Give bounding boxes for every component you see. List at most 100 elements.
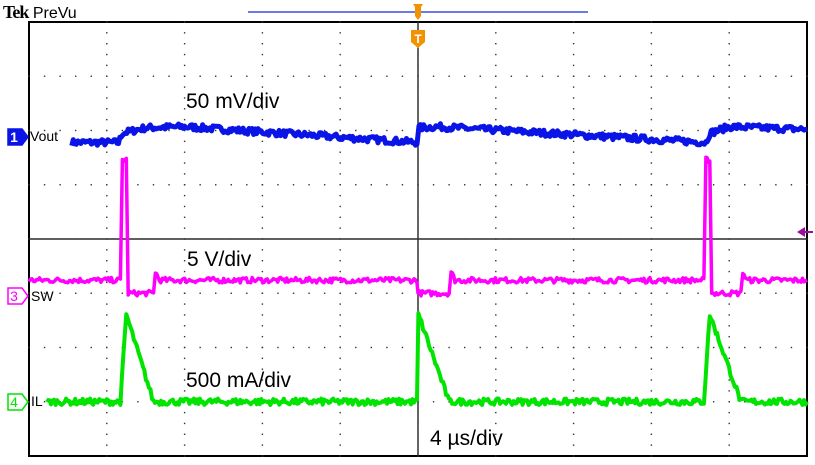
grid-dot xyxy=(666,184,668,186)
grid-dot xyxy=(28,346,30,349)
grid-dot xyxy=(339,260,341,262)
grid-dot xyxy=(106,86,108,88)
grid-dot xyxy=(417,227,419,229)
brand-header: Tek PreVu xyxy=(3,2,77,23)
grid-dot xyxy=(417,444,419,446)
grid-dot xyxy=(526,238,528,240)
grid-dot xyxy=(183,140,186,143)
grid-dot xyxy=(572,260,575,262)
grid-dot xyxy=(572,32,575,34)
grid-dot xyxy=(106,390,108,392)
grid-dot xyxy=(728,108,730,110)
grid-dot xyxy=(292,184,295,186)
grid-dot xyxy=(463,129,466,132)
grid-dot xyxy=(339,379,341,381)
grid-dot xyxy=(650,238,653,240)
grid-dot xyxy=(90,129,92,132)
grid-dot xyxy=(261,227,264,229)
grid-dot xyxy=(619,129,621,132)
grid-dot xyxy=(650,368,653,370)
grid-dot xyxy=(106,118,108,121)
grid-dot xyxy=(495,108,497,110)
grid-dot xyxy=(635,129,637,132)
grid-dot xyxy=(277,184,279,186)
grid-dot xyxy=(28,292,30,294)
grid-dot xyxy=(463,238,466,240)
grid-dot xyxy=(650,249,653,251)
grid-dot xyxy=(308,75,310,77)
grid-dot xyxy=(230,292,232,294)
grid-dot xyxy=(106,64,108,67)
grid-dot xyxy=(604,238,606,240)
grid-dot xyxy=(495,433,497,435)
grid-dot xyxy=(137,184,139,186)
grid-dot xyxy=(28,401,30,403)
grid-dot xyxy=(650,86,653,88)
grid-dot xyxy=(43,292,46,294)
grid-dot xyxy=(261,346,264,349)
grid-dot xyxy=(59,129,61,132)
grid-dot xyxy=(261,292,264,294)
grid-dot xyxy=(495,346,497,349)
grid-dot xyxy=(417,21,419,23)
grid-dot xyxy=(572,433,575,435)
grid-dot xyxy=(432,346,435,349)
grid-dot xyxy=(199,292,201,294)
grid-dot xyxy=(106,53,108,56)
grid-dot xyxy=(619,292,621,294)
grid-dot xyxy=(59,75,61,77)
grid-dot xyxy=(339,368,341,370)
grid-dot xyxy=(744,346,746,349)
grid-dot xyxy=(386,238,388,240)
grid-dot xyxy=(215,129,217,132)
grid-dot xyxy=(261,444,264,446)
grid-dot xyxy=(43,346,46,349)
grid-dot xyxy=(697,346,699,349)
grid-dot xyxy=(650,303,653,305)
grid-dot xyxy=(635,184,637,186)
grid-dot xyxy=(261,368,264,370)
grid-dot xyxy=(152,346,155,349)
grid-dot xyxy=(495,184,497,186)
grid-dot xyxy=(308,346,310,349)
ch3-marker: 3 xyxy=(7,287,29,305)
grid-dot xyxy=(308,238,310,240)
grid-dot xyxy=(650,75,653,77)
grid-dot xyxy=(604,75,606,77)
grid-dot xyxy=(526,75,528,77)
grid-dot xyxy=(572,390,575,392)
grid-dot xyxy=(121,75,124,77)
grid-dot xyxy=(323,184,326,186)
grid-dot xyxy=(106,281,108,284)
grid-dot xyxy=(495,303,497,305)
grid-dot xyxy=(572,346,575,349)
grid-dot xyxy=(339,455,341,457)
grid-dot xyxy=(650,379,653,381)
grid-dot xyxy=(292,292,295,294)
grid-dot xyxy=(697,184,699,186)
grid-dot xyxy=(650,335,653,338)
grid-dot xyxy=(183,43,186,45)
grid-dot xyxy=(572,151,575,153)
grid-dot xyxy=(681,346,684,349)
grid-dot xyxy=(495,75,497,77)
grid-dot xyxy=(712,75,715,77)
grid-dot xyxy=(526,184,528,186)
mode-label: PreVu xyxy=(32,5,77,22)
grid-dot xyxy=(495,335,497,338)
grid-dot xyxy=(650,292,653,294)
grid-dot xyxy=(572,194,575,197)
grid-dot xyxy=(261,455,264,457)
grid-dot xyxy=(74,238,77,240)
grid-dot xyxy=(495,368,497,370)
grid-dot xyxy=(744,401,746,403)
grid-dot xyxy=(183,368,186,370)
grid-dot xyxy=(43,75,46,77)
grid-dot xyxy=(775,292,777,294)
grid-dot xyxy=(495,390,497,392)
grid-dot xyxy=(448,238,450,240)
grid-dot xyxy=(697,238,699,240)
grid-dot xyxy=(168,75,170,77)
grid-dot xyxy=(230,238,232,240)
grid-dot xyxy=(417,238,419,240)
